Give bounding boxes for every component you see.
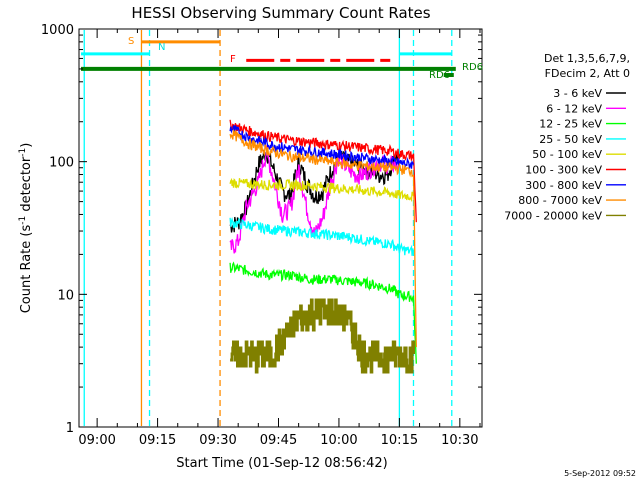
x-axis-label: Start Time (01-Sep-12 08:56:42) (176, 456, 387, 471)
legend-label: 300 - 800 keV (525, 179, 602, 192)
y-tick-label: 1 (66, 421, 74, 436)
y-tick-label: 10 (57, 288, 74, 303)
flag-label-rd6-right: RD6 (462, 62, 483, 73)
legend-label: 3 - 6 keV (553, 87, 602, 100)
series-line-6 (229, 124, 415, 169)
legend: Det 1,3,5,6,7,9, FDecim 2, Att 0 3 - 6 keV… (504, 52, 630, 222)
y-tick-label: 100 (49, 156, 74, 171)
series-line-7 (229, 129, 417, 348)
series-line-4 (229, 177, 415, 203)
x-tick-label: 09:45 (260, 433, 297, 448)
flag-label-s: S (128, 36, 134, 47)
y-tick-label: 1000 (41, 23, 74, 38)
flag-label-f: F (230, 54, 236, 65)
series-line-3 (229, 216, 415, 256)
x-tick-label: 10:30 (441, 433, 478, 448)
footer-date: 5-Sep-2012 09:52 (564, 469, 636, 478)
flag-label-rd6-inner: RD6 (429, 70, 450, 81)
x-tick-label: 10:15 (381, 433, 418, 448)
legend-label: 25 - 50 keV (539, 133, 602, 146)
legend-label: 100 - 300 keV (525, 164, 602, 177)
legend-label: 12 - 25 keV (539, 118, 602, 131)
x-tick-label: 09:30 (199, 433, 236, 448)
legend-label: 7000 - 20000 keV (504, 209, 602, 222)
series-lines (229, 119, 417, 374)
x-axis: 09:00 09:15 09:30 09:45 10:00 10:15 10:30 (78, 29, 481, 448)
plot-frame (78, 28, 483, 428)
legend-label: 6 - 12 keV (546, 102, 602, 115)
flag-bars (81, 40, 456, 78)
y-axis: 1 10 100 1000 (41, 23, 482, 436)
x-tick-label: 09:00 (78, 433, 115, 448)
x-tick-label: 09:15 (139, 433, 176, 448)
flag-label-n: N (158, 42, 165, 53)
legend-label: 800 - 7000 keV (518, 194, 602, 207)
series-line-5 (229, 119, 417, 223)
legend-header-1: Det 1,3,5,6,7,9, (544, 52, 630, 65)
x-tick-label: 10:00 (320, 433, 357, 448)
y-axis-label: Count Rate (s-1 detector-1) (18, 143, 34, 314)
chart-title: HESSI Observing Summary Count Rates (131, 4, 430, 22)
series-line-8 (230, 298, 415, 374)
legend-header-2: FDecim 2, Att 0 (545, 67, 630, 80)
series-line-2 (229, 261, 417, 364)
legend-label: 50 - 100 keV (532, 148, 602, 161)
